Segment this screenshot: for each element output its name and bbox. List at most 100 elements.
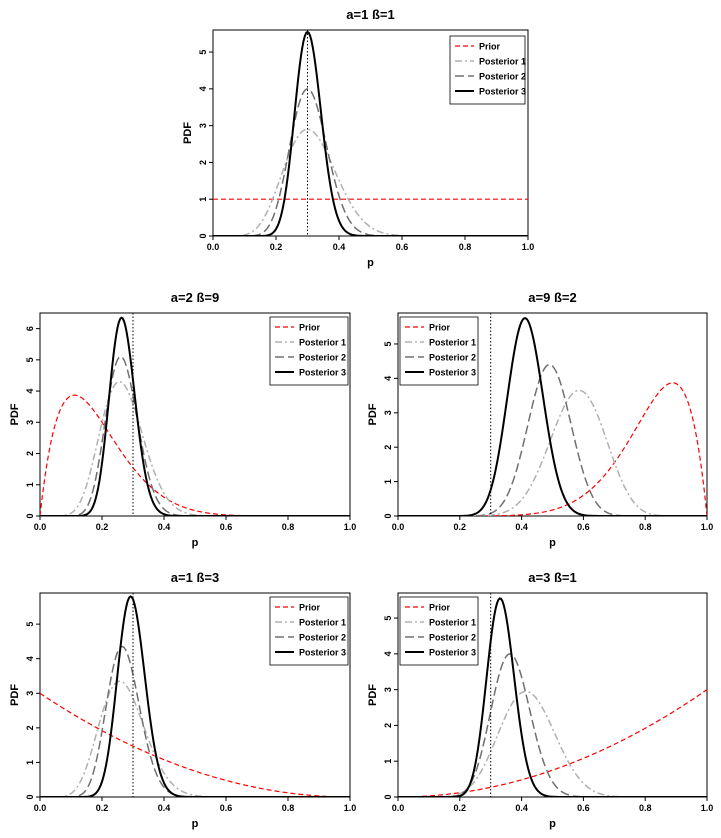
chart-title: a=1 ß=1 xyxy=(346,7,394,22)
series-line-posterior-3 xyxy=(398,317,707,516)
legend-label: Prior xyxy=(429,323,451,333)
y-tick-label: 2 xyxy=(198,160,208,165)
y-tick-label: 0 xyxy=(383,794,393,799)
series-line-prior xyxy=(40,394,350,516)
x-tick-label: 0.6 xyxy=(396,242,409,252)
x-tick-label: 0.4 xyxy=(333,242,346,252)
x-tick-label: 1.0 xyxy=(701,522,714,532)
legend: Prior Posterior 1 Posterior 2 Posterior 3 xyxy=(269,316,349,386)
series-line-posterior-2 xyxy=(213,88,528,236)
chart-panel-1: a=1 ß=1 0.0 0.2 0.4 0.6 0.8 1.0 0 1 2 3 4 5 p PDF Prior… xyxy=(182,7,534,269)
legend-box xyxy=(399,596,479,666)
y-tick-label: 3 xyxy=(383,687,393,692)
plot-frame xyxy=(397,312,708,517)
y-tick-label: 0 xyxy=(383,513,393,518)
y-tick-label: 4 xyxy=(25,656,35,661)
y-tick-label: 4 xyxy=(383,651,393,656)
y-tick-label: 4 xyxy=(25,389,35,394)
x-tick-label: 0.0 xyxy=(207,242,220,252)
legend: Prior Posterior 1 Posterior 2 Posterior 3 xyxy=(399,316,479,386)
series-line-posterior-2 xyxy=(398,653,707,797)
y-tick-label: 6 xyxy=(25,326,35,331)
legend-label: Prior xyxy=(299,603,321,613)
x-tick-label: 0.8 xyxy=(459,242,472,252)
y-tick-label: 5 xyxy=(198,50,208,55)
x-tick-label: 0.2 xyxy=(454,803,467,813)
x-tick-label: 0.8 xyxy=(639,803,652,813)
x-tick-label: 0.6 xyxy=(577,803,590,813)
legend-label: Posterior 3 xyxy=(479,87,526,97)
chart-title: a=1 ß=3 xyxy=(171,570,219,585)
chart-title: a=3 ß=1 xyxy=(528,570,576,585)
series-line-prior xyxy=(398,689,707,797)
y-axis-label: PDF xyxy=(182,122,194,144)
x-tick-label: 0.6 xyxy=(220,803,233,813)
chart-panel-4: a=1 ß=3 0.0 0.2 0.4 0.6 0.8 1.0 0 1 2 3 4 5 p PDF Prior… xyxy=(9,570,356,830)
series-line-posterior-1 xyxy=(213,128,528,236)
x-tick-label: 0.4 xyxy=(158,522,171,532)
legend-label: Posterior 2 xyxy=(429,353,476,363)
y-tick-label: 4 xyxy=(198,86,208,91)
x-axis-label: p xyxy=(549,537,556,549)
series-line-posterior-3 xyxy=(40,595,350,797)
y-tick-label: 1 xyxy=(383,479,393,484)
legend-label: Posterior 3 xyxy=(429,368,476,378)
series-line-prior xyxy=(398,382,707,516)
x-tick-label: 0.0 xyxy=(34,803,47,813)
x-tick-label: 0.6 xyxy=(577,522,590,532)
y-tick-label: 5 xyxy=(25,357,35,362)
series-line-posterior-2 xyxy=(398,363,707,516)
y-tick-label: 0 xyxy=(25,794,35,799)
legend-label: Posterior 2 xyxy=(299,353,346,363)
legend-label: Posterior 1 xyxy=(299,618,346,628)
y-tick-label: 0 xyxy=(198,233,208,238)
y-tick-label: 4 xyxy=(383,376,393,381)
chart-panel-5: a=3 ß=1 0.0 0.2 0.4 0.6 0.8 1.0 0 1 2 3 4 5 p PDF Prior… xyxy=(367,570,713,830)
legend-label: Posterior 1 xyxy=(299,338,346,348)
y-tick-label: 0 xyxy=(25,513,35,518)
series-line-prior xyxy=(40,692,350,797)
legend-label: Posterior 1 xyxy=(429,618,476,628)
legend-label: Prior xyxy=(429,603,451,613)
y-axis-label: PDF xyxy=(367,403,379,425)
x-axis-label: p xyxy=(192,818,199,830)
y-axis-label: PDF xyxy=(367,684,379,706)
y-tick-label: 5 xyxy=(25,622,35,627)
y-tick-label: 3 xyxy=(25,420,35,425)
legend-label: Prior xyxy=(299,323,321,333)
legend-label: Posterior 3 xyxy=(299,368,346,378)
x-tick-label: 0.6 xyxy=(220,522,233,532)
y-tick-label: 3 xyxy=(198,123,208,128)
y-tick-label: 2 xyxy=(383,445,393,450)
x-tick-label: 1.0 xyxy=(522,242,535,252)
legend: Prior Posterior 1 Posterior 2 Posterior 3 xyxy=(449,35,526,105)
chart-title: a=9 ß=2 xyxy=(528,290,576,305)
legend-label: Posterior 2 xyxy=(429,633,476,643)
y-tick-label: 1 xyxy=(198,197,208,202)
y-tick-label: 5 xyxy=(383,341,393,346)
x-tick-label: 0.2 xyxy=(454,522,467,532)
x-tick-label: 0.8 xyxy=(282,803,295,813)
y-axis-label: PDF xyxy=(9,403,21,425)
x-tick-label: 0.8 xyxy=(639,522,652,532)
x-tick-label: 0.4 xyxy=(515,803,528,813)
y-tick-label: 1 xyxy=(25,760,35,765)
x-axis-label: p xyxy=(367,257,374,269)
x-tick-label: 0.0 xyxy=(392,522,405,532)
x-tick-label: 0.2 xyxy=(96,522,109,532)
series-line-posterior-3 xyxy=(40,316,350,516)
legend-label: Posterior 3 xyxy=(299,648,346,658)
legend-label: Posterior 2 xyxy=(299,633,346,643)
legend-box xyxy=(269,596,349,666)
x-axis-label: p xyxy=(549,818,556,830)
x-axis-label: p xyxy=(192,537,199,549)
legend-label: Posterior 1 xyxy=(429,338,476,348)
series-line-posterior-3 xyxy=(398,597,707,797)
x-tick-label: 0.2 xyxy=(270,242,283,252)
legend-box xyxy=(399,316,479,386)
y-axis-label: PDF xyxy=(9,684,21,706)
x-tick-label: 0.8 xyxy=(282,522,295,532)
x-tick-label: 0.0 xyxy=(392,803,405,813)
legend: Prior Posterior 1 Posterior 2 Posterior 3 xyxy=(399,596,479,666)
